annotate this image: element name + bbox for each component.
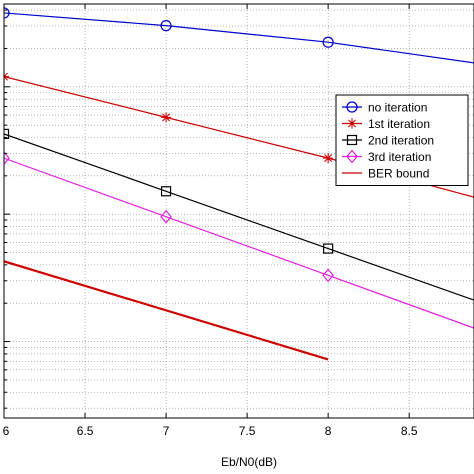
- x-tick-label: 7.5: [239, 424, 256, 438]
- legend-label: 1st iteration: [368, 117, 430, 131]
- legend-item: 1st iteration: [342, 117, 430, 131]
- legend-label: BER bound: [368, 167, 429, 181]
- legend-label: no iteration: [368, 101, 427, 115]
- marker-square: [323, 243, 334, 254]
- series-line: [4, 260, 329, 361]
- marker-circle: [346, 101, 358, 113]
- marker-asterisk: [347, 118, 357, 129]
- marker-diamond: [346, 149, 358, 164]
- marker-diamond: [4, 151, 10, 166]
- tick-layer: 6 6.5 7 7.5 8 8.5: [3, 4, 418, 438]
- x-tick-label: 6: [3, 424, 10, 438]
- x-tick-label: 8.5: [401, 424, 418, 438]
- plot-frame: [3, 3, 474, 419]
- legend: no iteration 1st iteration 2nd iteration 3r…: [335, 94, 469, 186]
- marker-square: [346, 134, 358, 146]
- marker-diamond: [322, 268, 334, 283]
- legend-item: 2nd iteration: [342, 134, 434, 148]
- series-line: [4, 12, 474, 64]
- legend-item: BER bound: [342, 167, 429, 181]
- marker-asterisk: [323, 153, 334, 164]
- series-layer: [4, 7, 474, 361]
- legend-label: 2nd iteration: [368, 134, 434, 148]
- marker-diamond: [160, 209, 172, 224]
- marker-circle: [322, 36, 334, 48]
- x-tick-label: 7: [163, 424, 170, 438]
- series-ber-bound: [4, 260, 329, 361]
- x-tick-label: 6.5: [77, 424, 94, 438]
- series-line: [4, 133, 474, 301]
- x-tick-label: 8: [325, 424, 332, 438]
- marker-square: [160, 186, 172, 197]
- legend-label: 3rd iteration: [368, 150, 431, 164]
- grid-layer: [4, 4, 474, 418]
- legend-item: no iteration: [342, 101, 427, 115]
- marker-circle: [160, 20, 172, 32]
- series-3rd-iteration: [4, 151, 474, 329]
- series-no-iteration: [4, 7, 474, 64]
- marker-asterisk: [161, 112, 172, 123]
- marker-square: [4, 128, 10, 140]
- marker-circle: [4, 7, 10, 19]
- x-axis-title: Eb/N0(dB): [221, 455, 277, 469]
- series-line: [4, 157, 474, 329]
- series-2nd-iteration: [4, 128, 474, 301]
- legend-item: 3rd iteration: [342, 149, 431, 164]
